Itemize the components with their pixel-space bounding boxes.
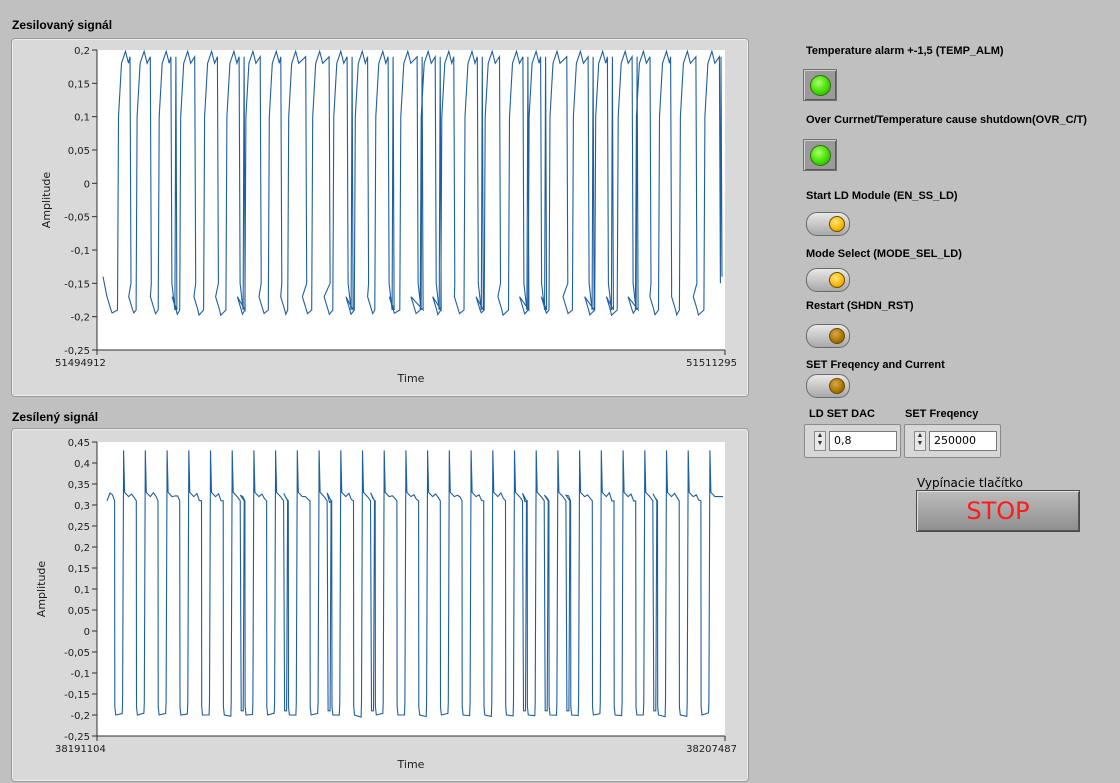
graph1-ylabel: Amplitude xyxy=(40,172,53,229)
graph1-ytick-label: 0 xyxy=(84,179,90,190)
graph2-waveform xyxy=(106,450,723,718)
graph2-ytick-label: 0 xyxy=(84,627,90,638)
graph2-svg[interactable]: 0,45 0,4 0,35 0,3 0,25 0,2 0,15 0,1 0,05 0 -0,05 -0… xyxy=(12,429,748,781)
graph2-ylabel: Amplitude xyxy=(35,561,48,618)
temp-alarm-led-frame xyxy=(803,69,837,101)
graph1-frame: 0,2 0,15 0,1 0,05 0 -0,05 -0,1 -0,15 -0,2 -0,25 51… xyxy=(11,38,749,397)
ld-set-dac-control: ▲ ▼ 0,8 xyxy=(804,424,901,458)
graph2-ytick-label: 0,45 xyxy=(68,438,90,449)
graph2-ytick-label: -0,1 xyxy=(70,669,90,680)
set-freq-label: SET Freqency xyxy=(905,408,979,420)
graph2-xmin-label: 38191104 xyxy=(55,744,106,755)
graph2-title: Zesílený signál xyxy=(12,410,99,424)
graph2-ytick-label: -0,25 xyxy=(64,732,90,743)
graph1-ytick-label: -0,25 xyxy=(64,346,90,357)
restart-lamp-icon xyxy=(829,328,845,344)
stop-caption: Vypínacie tlačítko xyxy=(917,476,1023,490)
stop-button[interactable]: STOP xyxy=(916,490,1080,532)
graph2-ytick-label: 0,25 xyxy=(68,522,90,533)
temp-alarm-label: Temperature alarm +-1,5 (TEMP_ALM) xyxy=(806,45,1004,57)
graph2-frame: 0,45 0,4 0,35 0,3 0,25 0,2 0,15 0,1 0,05 0 -0,05 -0… xyxy=(11,428,749,782)
graph2-ytick-label: -0,15 xyxy=(64,690,90,701)
mode-select-button[interactable] xyxy=(806,268,850,292)
graph1-ytick-label: 0,1 xyxy=(74,113,90,124)
graph1-plot-area xyxy=(97,50,725,350)
set-freq-control: ▲ ▼ 250000 xyxy=(904,424,1001,458)
mode-select-label: Mode Select (MODE_SEL_LD) xyxy=(806,248,962,260)
graph2-ytick-label: 0,1 xyxy=(74,585,90,596)
start-ld-lamp-icon xyxy=(829,216,845,232)
graph2-ytick-label: 0,35 xyxy=(68,480,90,491)
graph1-xlabel: Time xyxy=(397,372,425,385)
start-ld-button[interactable] xyxy=(806,212,850,236)
graph1-ytick-label: 0,15 xyxy=(68,79,90,90)
graph1-ytick-label: -0,15 xyxy=(64,279,90,290)
graph1-ytick-label: -0,1 xyxy=(70,246,90,257)
restart-label: Restart (SHDN_RST) xyxy=(806,300,914,312)
graph2-xlabel: Time xyxy=(397,758,425,771)
overcurrent-led-frame xyxy=(803,139,837,171)
graph1-title: Zesilovaný signál xyxy=(12,18,113,32)
graph1-ytick-label: -0,2 xyxy=(70,313,90,324)
ld-set-dac-label: LD SET DAC xyxy=(809,408,875,420)
graph2-ytick-label: 0,05 xyxy=(68,606,90,617)
graph2-ytick-label: 0,3 xyxy=(74,501,90,512)
mode-select-lamp-icon xyxy=(829,272,845,288)
overcurrent-label: Over Currnet/Temperature cause shutdown(… xyxy=(806,114,1087,126)
graph2-plot-area xyxy=(97,442,725,736)
set-freq-current-lamp-icon xyxy=(829,378,845,394)
graph2-ytick-label: 0,2 xyxy=(74,543,90,554)
graph1-xmin-label: 51494912 xyxy=(55,358,106,369)
set-freq-current-button[interactable] xyxy=(806,374,850,398)
set-freq-input[interactable]: 250000 xyxy=(929,431,997,451)
restart-button[interactable] xyxy=(806,324,850,348)
set-freq-spinner-icon[interactable]: ▲ ▼ xyxy=(914,431,926,451)
graph1-ytick-label: -0,05 xyxy=(64,213,90,224)
graph2-ytick-label: -0,2 xyxy=(70,711,90,722)
graph1-waveform xyxy=(102,49,723,317)
graph1-ytick-label: 0,2 xyxy=(74,46,90,57)
graph2-ytick-label: 0,4 xyxy=(74,459,90,470)
ld-set-dac-input[interactable]: 0,8 xyxy=(829,431,897,451)
graph2-xmax-label: 38207487 xyxy=(686,744,737,755)
temp-alarm-led-icon xyxy=(810,75,831,96)
start-ld-label: Start LD Module (EN_SS_LD) xyxy=(806,190,958,202)
graph1-xmax-label: 51511295 xyxy=(686,358,737,369)
graph1-ytick-label: 0,05 xyxy=(68,146,90,157)
graph1-svg[interactable]: 0,20,150,10,050-0,05-0,1-0,15-0,2-0,2551… xyxy=(12,39,748,396)
overcurrent-led-icon xyxy=(810,145,831,166)
graph2-ytick-label: -0,05 xyxy=(64,648,90,659)
set-freq-current-label: SET Freqency and Current xyxy=(806,359,945,371)
graph2-ytick-label: 0,15 xyxy=(68,564,90,575)
ld-set-dac-spinner-icon[interactable]: ▲ ▼ xyxy=(814,431,826,451)
